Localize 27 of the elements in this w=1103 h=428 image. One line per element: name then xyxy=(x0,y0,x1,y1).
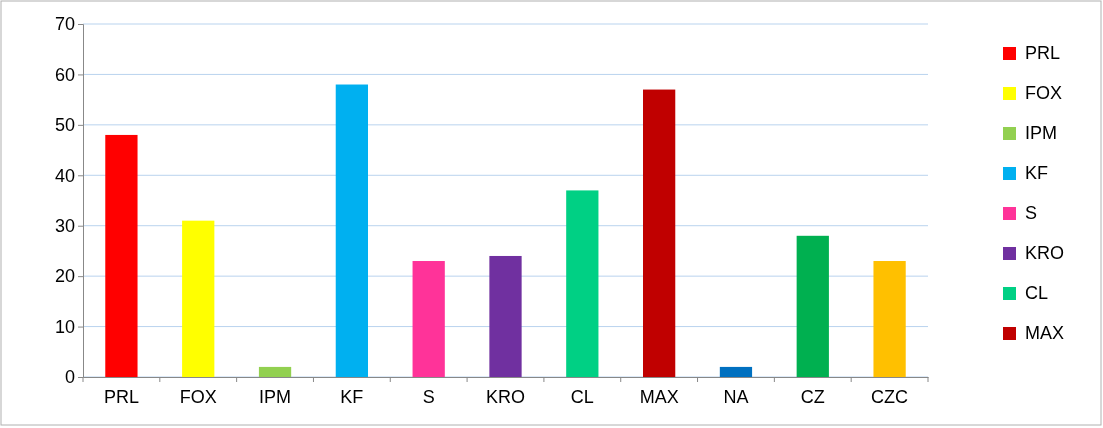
x-tick-label: FOX xyxy=(179,387,217,408)
x-tick-label: PRL xyxy=(103,387,139,408)
x-tick-label: CL xyxy=(570,387,594,408)
legend-label: S xyxy=(1025,203,1038,223)
legend-label: IPM xyxy=(1025,123,1058,143)
y-tick-label: 10 xyxy=(54,316,75,337)
legend-label: FOX xyxy=(1025,83,1063,103)
x-tick-label: S xyxy=(422,387,435,408)
legend-label: KF xyxy=(1025,163,1049,183)
y-tick-label: 60 xyxy=(54,64,75,85)
y-tick-label: 50 xyxy=(54,115,75,136)
y-tick-label: 0 xyxy=(64,367,75,388)
x-tick-label: CZC xyxy=(871,387,909,408)
legend-label: PRL xyxy=(1025,43,1061,63)
x-tick-label: KF xyxy=(340,387,364,408)
legend-label: KRO xyxy=(1025,243,1065,263)
legend-label: MAX xyxy=(1025,323,1065,343)
y-tick-label: 70 xyxy=(54,14,75,35)
y-tick-label: 20 xyxy=(54,266,75,287)
y-tick-label: 40 xyxy=(54,165,75,186)
x-tick-label: CZ xyxy=(800,387,825,408)
x-tick-label: NA xyxy=(723,387,749,408)
x-tick-label: IPM xyxy=(259,387,292,408)
x-tick-label: MAX xyxy=(639,387,679,408)
x-tick-label: KRO xyxy=(485,387,526,408)
y-tick-label: 30 xyxy=(54,215,75,236)
legend-label: CL xyxy=(1025,283,1049,303)
